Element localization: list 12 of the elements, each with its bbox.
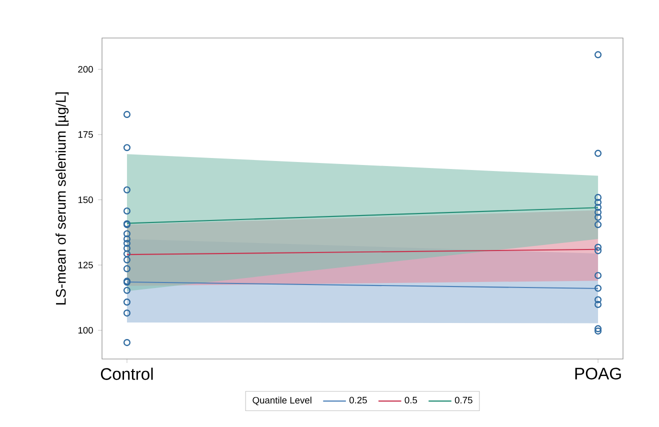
y-tick-label: 125 bbox=[78, 262, 93, 268]
x-tick-label: Control bbox=[100, 368, 153, 380]
y-tick-label: 150 bbox=[78, 196, 93, 204]
legend-label: 0.25 bbox=[349, 396, 367, 404]
legend-label: 0.75 bbox=[454, 396, 472, 404]
y-tick-label: 100 bbox=[78, 326, 93, 334]
y-tick-label: 175 bbox=[78, 131, 93, 138]
x-tick-label: POAG bbox=[575, 368, 621, 380]
y-axis-title: LS-mean of serum selenium [µg/L] bbox=[56, 92, 69, 304]
y-tick-label: 200 bbox=[78, 66, 93, 73]
legend-label: 0.5 bbox=[404, 396, 418, 404]
legend-title: Quantile Level bbox=[252, 396, 312, 406]
